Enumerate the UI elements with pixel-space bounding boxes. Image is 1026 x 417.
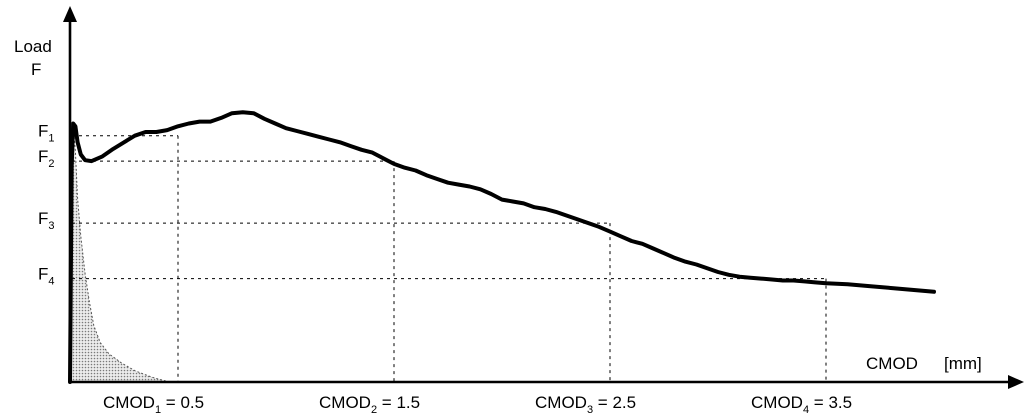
cmod-label-2: CMOD2 = 1.5 [319,393,420,416]
y-axis-label-line2: F [31,60,41,79]
force-label-3: F3 [38,209,55,232]
y-axis-arrow [63,6,77,22]
force-label-1: F1 [38,122,55,145]
y-axis-label-line1: Load [14,37,52,56]
guide-lines [72,135,827,382]
force-label-4: F4 [38,265,55,288]
x-axis-label: CMOD [866,354,918,373]
load-curve [68,110,936,384]
cmod-label-4: CMOD4 = 3.5 [751,393,852,416]
shaded-energy-area [69,123,170,383]
cmod-label-3: CMOD3 = 2.5 [535,393,636,416]
x-axis-unit: [mm] [944,354,982,373]
cmod-label-1: CMOD1 = 0.5 [103,393,204,416]
force-label-2: F2 [38,147,55,170]
x-axis-arrow [1008,375,1024,389]
